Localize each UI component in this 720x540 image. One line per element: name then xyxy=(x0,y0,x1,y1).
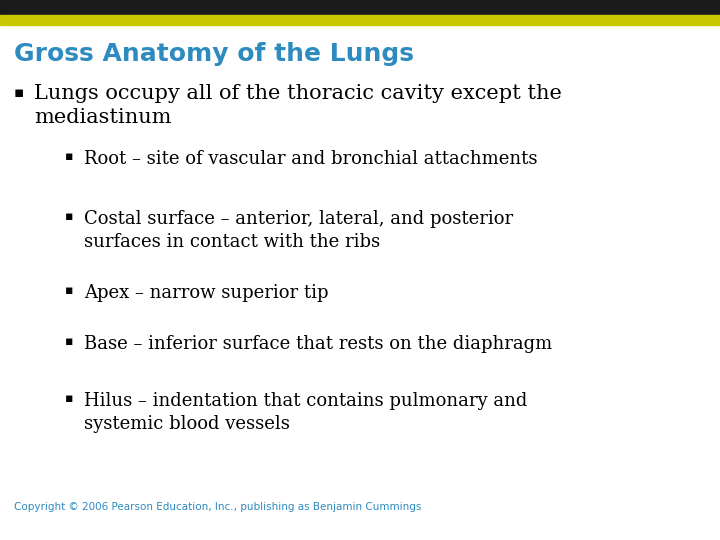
Bar xyxy=(0,0,720,15)
Text: Copyright © 2006 Pearson Education, Inc., publishing as Benjamin Cummings: Copyright © 2006 Pearson Education, Inc.… xyxy=(14,502,421,512)
Text: Gross Anatomy of the Lungs: Gross Anatomy of the Lungs xyxy=(14,42,414,66)
Text: ▪: ▪ xyxy=(65,335,73,348)
Text: ▪: ▪ xyxy=(14,85,24,100)
Text: ▪: ▪ xyxy=(65,284,73,297)
Text: ▪: ▪ xyxy=(65,210,73,223)
Text: Lungs occupy all of the thoracic cavity except the
mediastinum: Lungs occupy all of the thoracic cavity … xyxy=(34,84,562,127)
Text: Root – site of vascular and bronchial attachments: Root – site of vascular and bronchial at… xyxy=(84,150,538,168)
Text: Costal surface – anterior, lateral, and posterior
surfaces in contact with the r: Costal surface – anterior, lateral, and … xyxy=(84,210,513,251)
Text: Hilus – indentation that contains pulmonary and
systemic blood vessels: Hilus – indentation that contains pulmon… xyxy=(84,392,527,433)
Bar xyxy=(0,15,720,25)
Text: ▪: ▪ xyxy=(65,150,73,163)
Text: Apex – narrow superior tip: Apex – narrow superior tip xyxy=(84,284,328,302)
Text: ▪: ▪ xyxy=(65,392,73,405)
Text: Base – inferior surface that rests on the diaphragm: Base – inferior surface that rests on th… xyxy=(84,335,552,353)
